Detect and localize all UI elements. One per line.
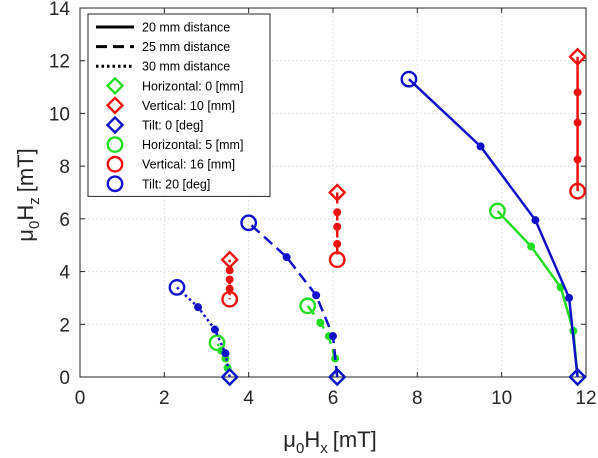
x-axis-label-base-sub: 0 [296,440,304,457]
data-point-7-2 [225,275,234,284]
end-marker-8 [168,278,186,296]
start-marker-4 [328,183,347,202]
x-axis-label-unit: [mT] [333,427,377,452]
legend-swatch-5 [105,115,125,135]
y-tick-label-0: 0 [59,368,70,389]
series-25mm-vertical [328,183,347,269]
data-point-4-1 [333,208,342,217]
start-marker-2 [568,367,587,387]
legend-label-6: Horizontal: 5 [mm] [142,138,243,152]
y-axis-label-main-sub: z [26,197,43,205]
y-axis-label-base: μ [13,229,38,242]
data-point-3-3 [316,318,325,327]
x-tick-label-1: 2 [159,388,170,409]
data-point-4-3 [333,239,342,248]
data-point-0-3 [527,242,536,251]
data-point-7-1 [225,266,234,275]
legend-item-8: Tilt: 20 [deg] [106,175,210,193]
ticks [79,7,587,378]
x-axis-label-main-sub: x [320,440,328,457]
y-tick-label-2: 4 [59,263,70,284]
data-point-1-3 [573,155,582,164]
start-marker-5 [328,367,347,387]
end-marker-2 [400,70,418,88]
data-point-5-1 [329,332,337,341]
y-axis-label: μ0Hz [mT] [13,148,43,241]
y-tick-label-6: 12 [49,52,70,73]
x-tick-label-5: 10 [491,388,512,409]
legend-item-5: Tilt: 0 [deg] [105,115,203,135]
series-20mm-tilt [400,70,587,387]
data-point-8-2 [210,325,219,334]
legend: 20 mm distance 25 mm distance 30 mm distan… [87,13,271,197]
legend-label-2: 30 mm distance [142,60,230,74]
x-axis-label-base: μ [283,427,296,452]
x-tick-label-4: 8 [412,388,423,409]
legend-item-6: Horizontal: 5 [mm] [106,136,243,154]
start-marker-8 [220,367,239,387]
legend-label-5: Tilt: 0 [deg] [142,119,203,133]
y-tick-label-1: 2 [59,315,70,336]
y-axis-label-unit: [mT] [13,148,38,192]
series-30mm-tilt [168,278,239,387]
data-point-5-3 [282,253,291,262]
y-tick-label-7: 14 [49,0,71,20]
legend-swatch-8 [106,175,124,193]
legend-swatch-6 [106,136,124,154]
legend-label-1: 25 mm distance [142,40,230,54]
end-marker-4 [328,251,346,269]
data-point-8-1 [221,349,230,358]
end-marker-7 [221,290,239,308]
data-point-1-2 [573,118,582,127]
legend-box [87,13,271,197]
end-marker-0 [489,202,506,220]
legend-label-3: Horizontal: 0 [mm] [142,79,243,93]
legend-swatch-7 [106,155,124,173]
data-point-5-2 [312,291,321,300]
legend-item-0: 20 mm distance [96,21,230,35]
x-axis-label: μ0Hx [mT] [283,427,376,457]
legend-label-0: 20 mm distance [142,21,230,35]
data-point-2-2 [531,216,540,225]
legend-item-1: 25 mm distance [96,40,230,54]
end-marker-6 [208,334,226,352]
x-tick-label-3: 6 [328,388,339,409]
data-point-4-2 [333,222,342,231]
x-axis-label-main: H [304,427,320,452]
y-axis-label-base-sub: 0 [26,221,43,229]
y-tick-label-4: 8 [59,157,70,178]
data-point-1-1 [573,88,582,97]
start-marker-7 [220,250,239,269]
legend-swatch-3 [105,76,125,95]
start-marker-1 [568,47,587,66]
legend-item-7: Vertical: 16 [mm] [106,155,235,173]
legend-item-4: Vertical: 10 [mm] [105,96,235,115]
x-tick-label-2: 4 [243,388,254,409]
legend-swatch-4 [105,96,125,115]
legend-label-8: Tilt: 20 [deg] [142,177,210,191]
legend-label-7: Vertical: 16 [mm] [142,158,235,172]
legend-label-4: Vertical: 10 [mm] [142,99,235,113]
data-point-7-3 [225,284,234,293]
x-tick-label-0: 0 [75,388,86,409]
end-marker-1 [569,182,586,200]
end-marker-5 [240,214,258,232]
legend-item-3: Horizontal: 0 [mm] [105,76,243,95]
y-tick-label-5: 10 [49,104,70,125]
x-tick-label-6: 12 [575,388,596,409]
legend-item-2: 30 mm distance [96,60,230,74]
series-25mm-tilt [240,214,347,387]
y-tick-label-3: 6 [59,210,70,231]
data-point-8-3 [194,303,203,312]
y-axis-label-main: H [13,205,38,221]
series-20mm-vertical [568,47,587,200]
data-point-2-1 [565,293,574,302]
series-30mm-vertical [220,250,239,308]
end-marker-3 [299,297,317,315]
data-point-2-3 [476,142,485,151]
